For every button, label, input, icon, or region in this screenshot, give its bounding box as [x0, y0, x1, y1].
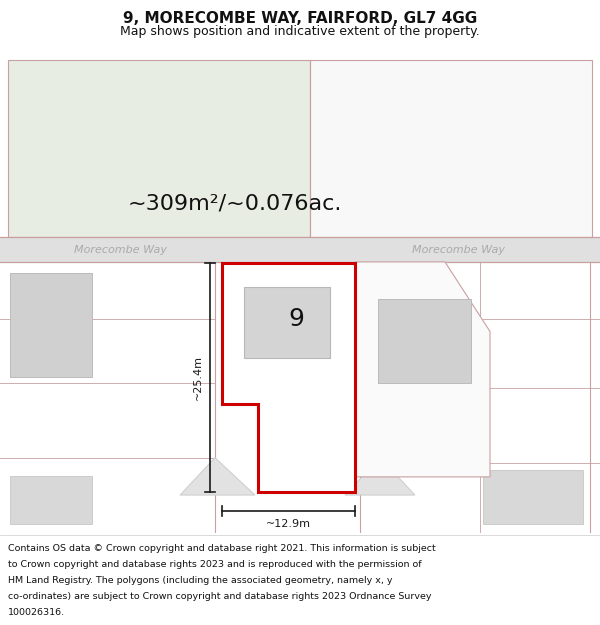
- Polygon shape: [222, 263, 355, 492]
- Polygon shape: [8, 60, 310, 238]
- Polygon shape: [180, 458, 255, 495]
- Text: Morecombe Way: Morecombe Way: [412, 244, 505, 254]
- Text: to Crown copyright and database rights 2023 and is reproduced with the permissio: to Crown copyright and database rights 2…: [8, 560, 422, 569]
- Bar: [10, 476, 92, 524]
- Polygon shape: [345, 458, 415, 495]
- Polygon shape: [356, 262, 490, 477]
- Text: 9, MORECOMBE WAY, FAIRFORD, GL7 4GG: 9, MORECOMBE WAY, FAIRFORD, GL7 4GG: [123, 11, 477, 26]
- Text: 100026316.: 100026316.: [8, 608, 65, 618]
- Bar: [0, 238, 600, 262]
- Text: Morecombe Way: Morecombe Way: [74, 244, 167, 254]
- Bar: [378, 299, 471, 382]
- Text: Map shows position and indicative extent of the property.: Map shows position and indicative extent…: [120, 26, 480, 39]
- Bar: [310, 60, 592, 238]
- Text: ~25.4m: ~25.4m: [193, 355, 203, 400]
- Text: HM Land Registry. The polygons (including the associated geometry, namely x, y: HM Land Registry. The polygons (includin…: [8, 576, 393, 585]
- Bar: [10, 272, 92, 378]
- Text: 9: 9: [288, 307, 304, 331]
- Bar: [244, 286, 330, 358]
- Text: Contains OS data © Crown copyright and database right 2021. This information is : Contains OS data © Crown copyright and d…: [8, 544, 436, 552]
- Text: ~309m²/~0.076ac.: ~309m²/~0.076ac.: [128, 193, 342, 213]
- Bar: [378, 299, 471, 382]
- Text: ~12.9m: ~12.9m: [266, 519, 311, 529]
- Bar: [483, 471, 583, 524]
- Text: co-ordinates) are subject to Crown copyright and database rights 2023 Ordnance S: co-ordinates) are subject to Crown copyr…: [8, 592, 432, 601]
